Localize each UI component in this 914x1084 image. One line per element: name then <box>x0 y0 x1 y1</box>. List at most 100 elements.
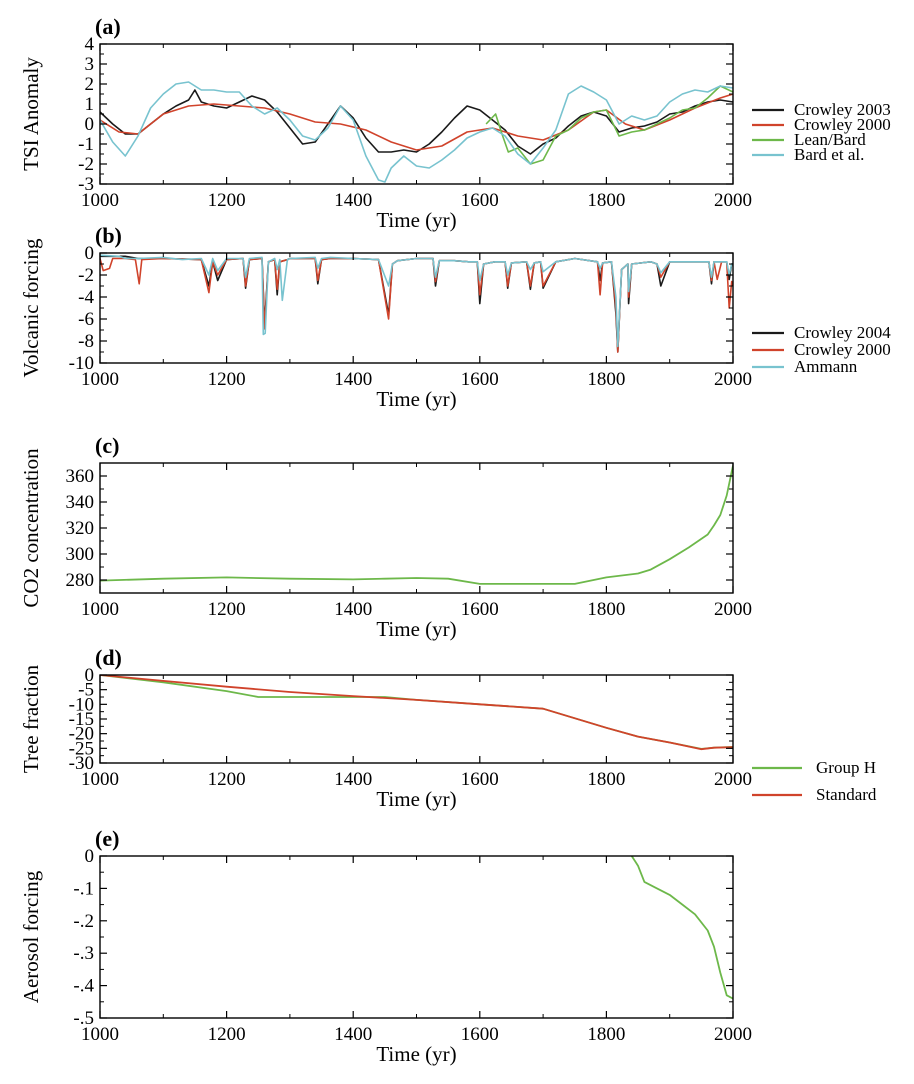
x-axis-label: Time (yr) <box>376 787 456 811</box>
x-tick-label: 1600 <box>461 190 499 211</box>
x-axis-label: Time (yr) <box>376 208 456 232</box>
panel-label: (b) <box>95 223 122 248</box>
legend-label: Crowley 2000 <box>794 340 891 359</box>
plot-area <box>100 465 733 585</box>
y-axis-label: Aerosol forcing <box>19 870 43 1003</box>
x-tick-label: 1200 <box>208 599 246 620</box>
x-tick-label: 1800 <box>587 769 625 790</box>
y-tick-label: 1 <box>85 94 95 115</box>
y-tick-label: -.4 <box>73 976 94 997</box>
plot-area <box>100 254 733 353</box>
plot-frame <box>99 674 734 764</box>
y-axis-label: CO2 concentration <box>19 448 43 608</box>
x-tick-label: 1200 <box>208 769 246 790</box>
panel-4: 1000 1200 1400 1600 1800 2000 -30-25-20-15-10-… <box>19 645 877 811</box>
x-tick-label: 1400 <box>334 769 372 790</box>
y-tick-label: -4 <box>78 287 94 308</box>
x-tick-label: 1000 <box>81 599 119 620</box>
plot-frame <box>99 855 734 1019</box>
x-tick-label: 2000 <box>714 599 752 620</box>
series-line-group-h <box>100 675 733 750</box>
legend: Group H Standard <box>752 758 877 804</box>
x-tick-label: 1200 <box>208 1024 246 1045</box>
series-line-crowley-2004 <box>100 255 733 353</box>
series-line-crowley-2003 <box>100 89 733 155</box>
x-axis-label: Time (yr) <box>376 387 456 411</box>
x-tick-label: 1600 <box>461 599 499 620</box>
x-axis-label: Time (yr) <box>376 617 456 641</box>
y-tick-label: 3 <box>85 54 95 75</box>
series-line-data <box>630 856 733 1000</box>
panel-3: 1000 1200 1400 1600 1800 2000 280 300 320 340 360 T… <box>19 433 752 641</box>
y-tick-label: -3 <box>78 174 94 195</box>
y-tick-label: -.2 <box>73 911 94 932</box>
y-tick-label: -10 <box>69 353 94 374</box>
plot-area <box>100 81 733 183</box>
y-tick-label: -5 <box>78 680 94 701</box>
legend-label: Bard et al. <box>794 145 864 164</box>
y-axis-label: Tree fraction <box>19 664 43 773</box>
legend-label: Crowley 2000 <box>794 115 891 134</box>
x-tick-label: 1600 <box>461 1024 499 1045</box>
series-line-lean-bard <box>485 85 733 165</box>
y-tick-label: 280 <box>66 570 95 591</box>
x-tick-label: 1400 <box>334 1024 372 1045</box>
x-tick-label: 2000 <box>714 190 752 211</box>
x-tick-label: 1200 <box>208 190 246 211</box>
x-axis-label: Time (yr) <box>376 1042 456 1066</box>
y-axis-label: TSI Anomaly <box>19 57 43 171</box>
legend-label: Lean/Bard <box>794 130 866 149</box>
y-tick-label: -2 <box>78 154 94 175</box>
y-tick-label: 4 <box>85 34 95 55</box>
x-tick-label: 1000 <box>81 190 119 211</box>
y-tick-label: -.3 <box>73 943 94 964</box>
x-tick-label: 1000 <box>81 769 119 790</box>
plot-frame <box>99 252 734 364</box>
series-line-bard-et-al <box>100 81 733 183</box>
x-tick-label: 1400 <box>334 190 372 211</box>
y-tick-label: -1 <box>78 134 94 155</box>
y-tick-label: -10 <box>69 694 94 715</box>
legend-label: Group H <box>816 758 876 777</box>
x-tick-label: 1000 <box>81 1024 119 1045</box>
plot-area <box>100 675 733 751</box>
series-line-ammann <box>100 254 733 348</box>
y-tick-label: 0 <box>85 114 95 135</box>
x-tick-label: 1400 <box>334 369 372 390</box>
y-tick-label: 2 <box>85 74 95 95</box>
y-tick-label: -25 <box>69 738 94 759</box>
x-tick-label: 1800 <box>587 599 625 620</box>
y-tick-label: 320 <box>66 518 95 539</box>
y-axis-label: Volcanic forcing <box>19 238 43 377</box>
y-tick-label: -20 <box>69 724 94 745</box>
panel-2: 1000 1200 1400 1600 1800 2000 -10-8-6-4-20 Time… <box>19 223 891 411</box>
x-tick-label: 1400 <box>334 599 372 620</box>
x-tick-label: 2000 <box>714 1024 752 1045</box>
panel-label: (e) <box>95 826 119 851</box>
y-tick-label: -30 <box>69 753 94 774</box>
y-tick-label: 340 <box>66 492 95 513</box>
y-tick-label: -15 <box>69 709 94 730</box>
y-tick-label: 360 <box>66 466 95 487</box>
legend-label: Crowley 2004 <box>794 323 891 342</box>
legend-label: Crowley 2003 <box>794 100 891 119</box>
x-tick-label: 1200 <box>208 369 246 390</box>
series-line-data <box>100 465 733 585</box>
x-tick-label: 1800 <box>587 1024 625 1045</box>
plot-area <box>630 856 733 1000</box>
y-tick-label: -2 <box>78 265 94 286</box>
y-tick-label: -8 <box>78 331 94 352</box>
panel-label: (d) <box>95 645 122 670</box>
y-tick-label: 0 <box>85 665 95 686</box>
x-tick-label: 1000 <box>81 369 119 390</box>
x-tick-label: 2000 <box>714 769 752 790</box>
legend-label: Ammann <box>794 357 858 376</box>
panel-5: 1000 1200 1400 1600 1800 2000 -.5 -.4 -.3 -.2 -.1 0… <box>19 826 752 1066</box>
series-line-crowley-2000 <box>100 93 733 151</box>
x-tick-label: 1800 <box>587 190 625 211</box>
y-tick-label: 300 <box>66 544 95 565</box>
plot-frame <box>99 43 734 185</box>
